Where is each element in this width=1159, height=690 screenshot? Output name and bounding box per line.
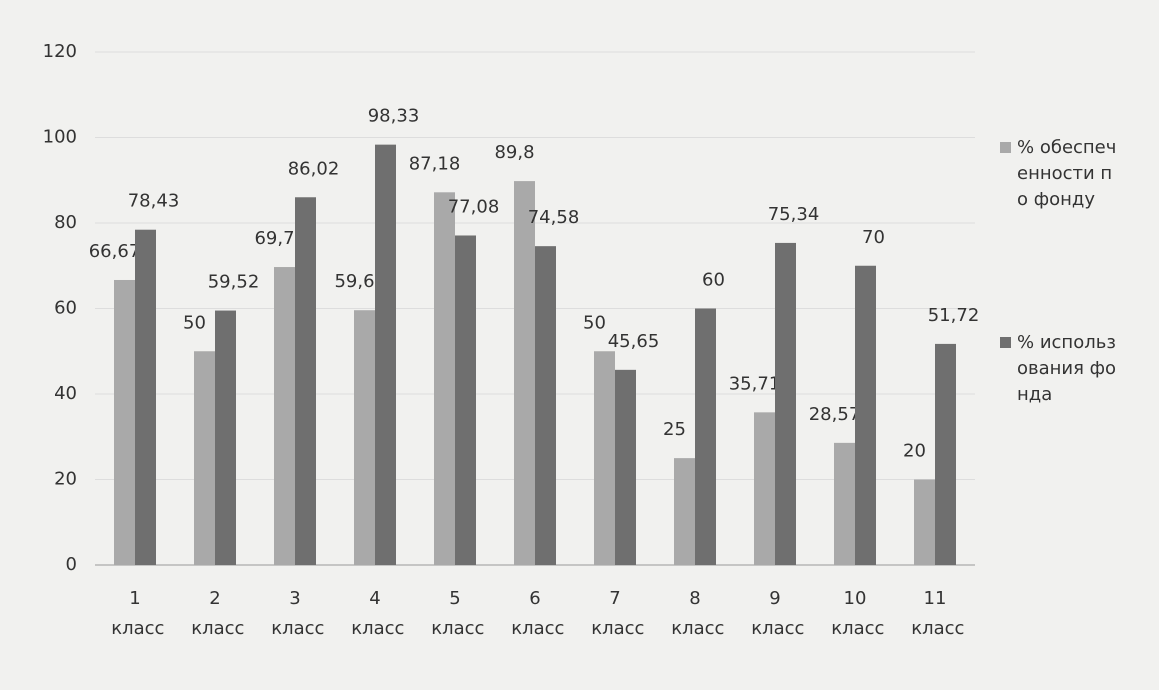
bar <box>615 369 636 565</box>
x-tick-label: 9 класс <box>746 588 805 639</box>
data-label: 50 <box>183 312 206 333</box>
data-label: 45,65 <box>608 331 660 352</box>
bar <box>375 144 396 565</box>
data-label: 59,52 <box>208 272 260 293</box>
bar <box>274 267 295 565</box>
y-tick-label: 40 <box>54 383 77 404</box>
y-tick-label: 80 <box>54 212 77 233</box>
data-label: 28,57 <box>809 404 861 425</box>
y-tick-label: 60 <box>54 298 77 319</box>
x-tick-label: 11 класс <box>906 588 965 639</box>
bar <box>674 458 695 565</box>
data-label: 50 <box>583 312 606 333</box>
x-tick-label: 5 класс <box>426 588 485 639</box>
bar <box>914 479 935 565</box>
bar <box>535 246 556 565</box>
data-label: 98,33 <box>368 106 420 127</box>
data-label: 25 <box>663 419 686 440</box>
data-label: 75,34 <box>768 204 820 225</box>
data-label: 78,43 <box>128 191 180 212</box>
x-tick-label: 2 класс <box>186 588 245 639</box>
legend-label: % использования фонда <box>1017 332 1117 405</box>
data-label: 69,7 <box>254 228 294 249</box>
bar <box>775 242 796 565</box>
y-tick-label: 120 <box>43 41 77 62</box>
data-label: 35,71 <box>729 373 781 394</box>
bar <box>754 412 775 565</box>
data-label: 89,8 <box>494 142 534 163</box>
legend-swatch <box>1000 142 1011 153</box>
data-label: 59,6 <box>334 271 374 292</box>
data-label: 86,02 <box>288 158 340 179</box>
data-label: 66,67 <box>89 241 141 262</box>
bar <box>354 310 375 565</box>
data-label: 60 <box>702 270 725 291</box>
legend-item: % обеспеченности по фонду <box>1000 135 1125 213</box>
x-tick-label: 1 класс <box>106 588 165 639</box>
bar <box>114 279 135 565</box>
data-label: 77,08 <box>448 196 500 217</box>
data-label: 51,72 <box>928 305 980 326</box>
data-label: 74,58 <box>528 207 580 228</box>
legend-label: % обеспеченности по фонду <box>1017 137 1117 210</box>
x-tick-label: 10 класс <box>826 588 885 639</box>
bar <box>834 442 855 565</box>
bar <box>434 192 455 566</box>
y-tick-label: 20 <box>54 469 77 490</box>
bar <box>194 351 215 565</box>
bar <box>455 235 476 565</box>
y-tick-label: 0 <box>66 554 77 575</box>
x-tick-label: 8 класс <box>666 588 725 639</box>
legend-item: % использования фонда <box>1000 330 1125 408</box>
data-label: 70 <box>862 227 885 248</box>
bar <box>855 265 876 565</box>
y-tick-label: 100 <box>43 127 77 148</box>
bar <box>135 229 156 566</box>
x-tick-label: 4 класс <box>346 588 405 639</box>
bar <box>695 308 716 565</box>
bar <box>594 351 615 565</box>
x-tick-label: 3 класс <box>266 588 325 639</box>
x-tick-label: 7 класс <box>586 588 645 639</box>
legend-swatch <box>1000 337 1011 348</box>
bar <box>215 310 236 565</box>
bar <box>935 343 956 565</box>
bar <box>295 197 316 565</box>
data-label: 20 <box>903 441 926 462</box>
x-tick-label: 6 класс <box>506 588 565 639</box>
bar <box>514 181 535 566</box>
data-label: 87,18 <box>409 153 461 174</box>
